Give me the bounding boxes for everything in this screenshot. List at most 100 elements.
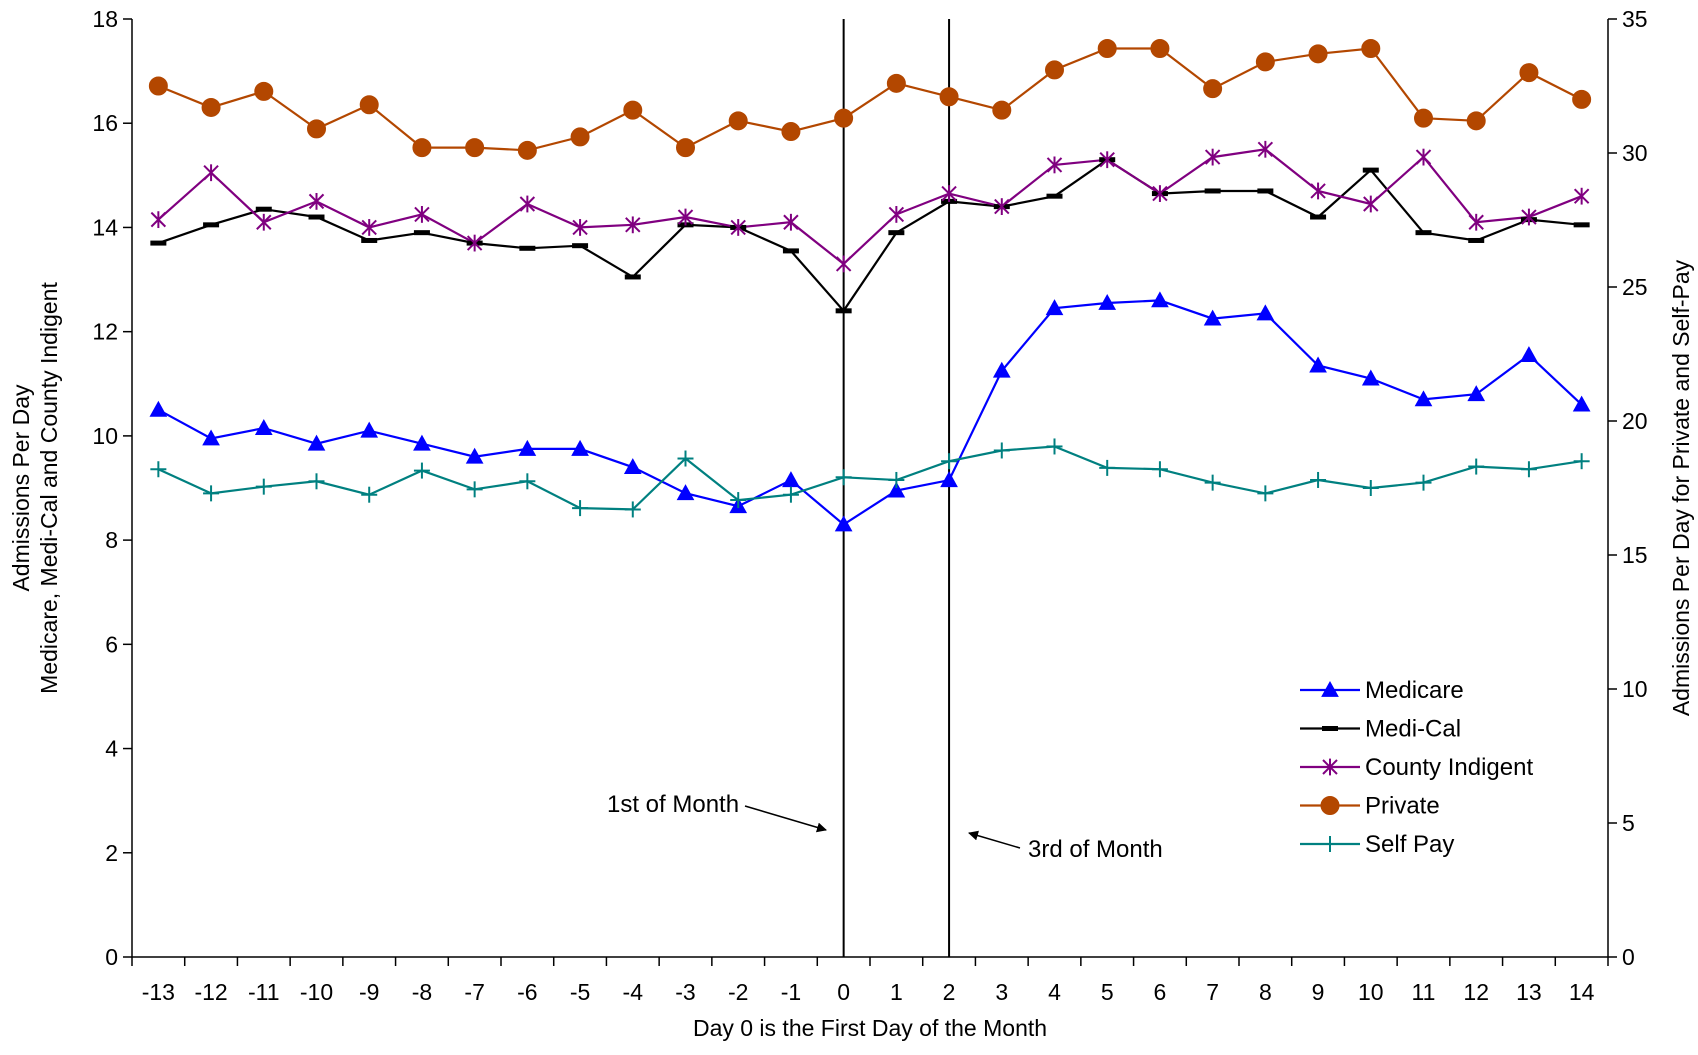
- self-pay-point: [835, 469, 852, 486]
- right-y-tick-label: 25: [1622, 274, 1648, 300]
- self-pay-point: [519, 473, 536, 490]
- self-pay-point: [1573, 453, 1590, 470]
- medi-cal-point: [1046, 193, 1063, 199]
- private-point: [676, 138, 695, 158]
- county-indigent-point: [835, 255, 852, 273]
- self-pay-point: [1099, 459, 1116, 476]
- medi-cal-point: [1204, 188, 1221, 194]
- medi-cal-point: [1468, 237, 1485, 243]
- x-tick-label: 10: [1358, 979, 1384, 1005]
- medicare-point: [1467, 385, 1486, 402]
- x-tick-label: 3: [995, 979, 1008, 1005]
- self-pay-point: [203, 485, 220, 502]
- private-point: [623, 100, 643, 120]
- self-pay-point: [308, 473, 325, 490]
- medicare-point: [149, 400, 168, 417]
- x-tick-label: -4: [623, 979, 644, 1005]
- legend-marker-medicare: [1321, 680, 1339, 697]
- private-point: [1572, 89, 1592, 109]
- left-y-tick-label: 16: [92, 110, 118, 136]
- x-tick-label: 0: [837, 979, 850, 1005]
- county-indigent-point: [150, 211, 167, 229]
- right-y-tick-label: 5: [1622, 810, 1635, 836]
- self-pay-point: [1468, 458, 1485, 475]
- private-point: [412, 138, 432, 158]
- x-tick-label: -7: [464, 979, 484, 1005]
- legend-label-private: Private: [1365, 793, 1440, 820]
- county-indigent-point: [677, 208, 694, 226]
- county-indigent-point: [466, 234, 483, 252]
- county-indigent-point: [1152, 185, 1168, 202]
- self-pay-point: [361, 486, 378, 503]
- county-indigent-point: [519, 195, 536, 213]
- medi-cal-point: [572, 243, 589, 249]
- county-indigent-point: [1468, 213, 1484, 231]
- annotation-layer: 1st of Month 3rd of Month: [607, 791, 1163, 863]
- left-y-tick-label: 12: [92, 319, 118, 345]
- legend-label-medi-cal: Medi-Cal: [1365, 716, 1461, 743]
- medicare-point: [1414, 390, 1433, 407]
- legend: Medicare Medi-Cal County Indigent Private Se…: [1300, 677, 1533, 858]
- private-point: [1361, 38, 1381, 58]
- private-point: [886, 73, 906, 93]
- medicare-point: [1045, 299, 1064, 316]
- private-point: [992, 100, 1012, 120]
- medicare-point: [254, 419, 273, 435]
- medicare-point: [676, 484, 695, 501]
- self-pay-point: [150, 461, 167, 478]
- private-point: [148, 76, 168, 96]
- left-y-tick-label: 14: [92, 214, 118, 240]
- self-pay-point: [1310, 471, 1327, 488]
- medi-cal-point: [1362, 167, 1379, 173]
- x-tick-label: 14: [1569, 979, 1595, 1005]
- county-indigent-point: [308, 192, 325, 210]
- self-pay-point: [1362, 480, 1379, 496]
- left-y-tick-label: 10: [92, 423, 118, 449]
- private-point: [728, 111, 748, 131]
- x-tick-label: -9: [359, 979, 379, 1005]
- medicare-point: [782, 471, 800, 488]
- x-tick-label: -10: [300, 979, 333, 1005]
- legend-marker-private: [1320, 796, 1340, 815]
- self-pay-point: [677, 450, 694, 467]
- medicare-point: [360, 421, 379, 438]
- annotation-3rd-of-month: 3rd of Month: [1028, 836, 1163, 863]
- private-point: [1255, 52, 1275, 72]
- medicare-point: [518, 439, 537, 456]
- county-indigent-point: [414, 206, 430, 223]
- medi-cal-point: [1257, 188, 1274, 194]
- medicare-point: [887, 481, 906, 498]
- right-y-tick-label: 20: [1622, 408, 1648, 434]
- medicare-point: [465, 447, 484, 464]
- medi-cal-point: [1310, 214, 1327, 220]
- self-pay-point: [1151, 461, 1168, 478]
- county-indigent-point: [572, 219, 588, 236]
- private-point: [1150, 38, 1170, 58]
- medicare-point: [1151, 291, 1169, 308]
- x-tick-label: 8: [1259, 979, 1272, 1005]
- medicare-point: [940, 471, 958, 488]
- self-pay-point: [1520, 461, 1537, 478]
- legend-marker-county-indigent: [1322, 758, 1338, 776]
- county-indigent-point: [203, 164, 219, 182]
- right-y-axis-title: Admissions Per Day for Private and Self-…: [1668, 259, 1694, 716]
- county-indigent-point: [730, 219, 746, 236]
- x-tick-label: -13: [142, 979, 175, 1005]
- county-indigent-point: [1257, 140, 1274, 158]
- private-point: [307, 119, 326, 139]
- county-indigent-point: [1099, 151, 1115, 169]
- medicare-point: [1203, 309, 1222, 326]
- medicare-point: [571, 439, 589, 456]
- county-indigent-point: [1046, 156, 1063, 174]
- annotation-1st-of-month: 1st of Month: [607, 791, 739, 818]
- annotation-arrow-3rd: [968, 830, 1021, 849]
- medi-cal-point: [888, 230, 905, 236]
- medi-cal-point: [835, 308, 852, 314]
- private-point: [517, 140, 537, 160]
- county-indigent-series-line: [157, 148, 1583, 266]
- private-point: [1203, 79, 1223, 99]
- medicare-point: [1520, 346, 1538, 363]
- x-tick-label: 5: [1101, 979, 1114, 1005]
